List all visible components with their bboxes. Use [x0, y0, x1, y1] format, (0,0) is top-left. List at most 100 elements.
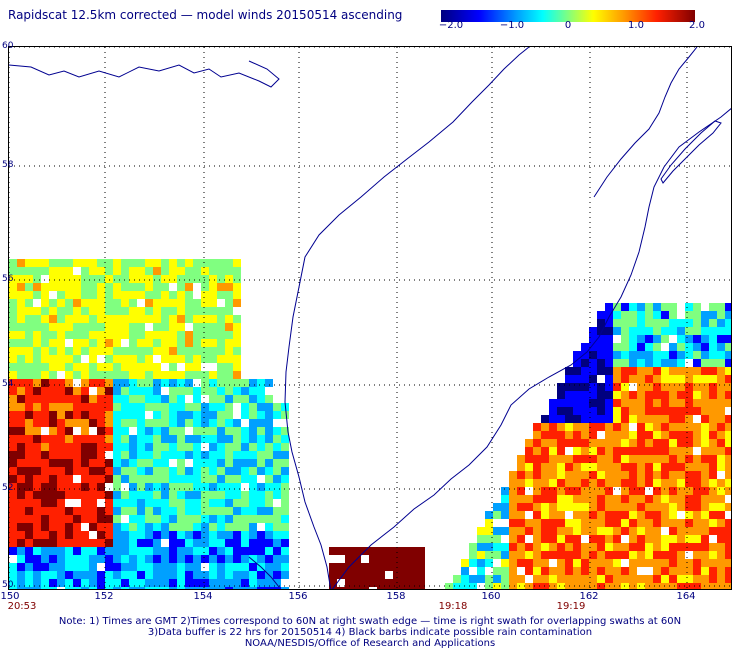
- wind-cell: [209, 267, 217, 275]
- wind-cell: [89, 571, 97, 579]
- wind-cell: [605, 383, 613, 391]
- wind-cell: [717, 375, 725, 383]
- wind-cell: [709, 367, 717, 375]
- wind-cell: [209, 515, 217, 523]
- wind-cell: [677, 559, 685, 567]
- wind-cell: [41, 523, 49, 531]
- wind-cell: [249, 507, 257, 515]
- wind-cell: [65, 355, 73, 363]
- wind-cell: [597, 399, 605, 407]
- wind-cell: [717, 575, 725, 583]
- wind-cell: [193, 467, 201, 475]
- wind-cell: [209, 283, 217, 291]
- wind-cell: [137, 427, 145, 435]
- wind-cell: [241, 379, 249, 387]
- wind-cell: [685, 559, 693, 567]
- wind-cell: [337, 547, 345, 555]
- wind-cell: [661, 559, 669, 567]
- wind-cell: [469, 575, 477, 583]
- wind-cell: [693, 399, 701, 407]
- wind-cell: [661, 399, 669, 407]
- wind-cell: [153, 363, 161, 371]
- wind-cell: [581, 543, 589, 551]
- wind-cell: [501, 527, 509, 535]
- wind-cell: [33, 387, 41, 395]
- wind-cell: [581, 471, 589, 479]
- wind-cell: [629, 367, 637, 375]
- wind-cell: [501, 543, 509, 551]
- wind-cell: [637, 407, 645, 415]
- wind-cell: [57, 531, 65, 539]
- wind-cell: [9, 475, 17, 483]
- wind-cell: [137, 435, 145, 443]
- wind-cell: [693, 575, 701, 583]
- wind-cell: [57, 387, 65, 395]
- wind-cell: [161, 523, 169, 531]
- wind-cell: [225, 331, 233, 339]
- wind-cell: [573, 527, 581, 535]
- wind-cell: [209, 355, 217, 363]
- wind-cell: [217, 483, 225, 491]
- wind-cell: [589, 415, 597, 423]
- wind-cell: [613, 423, 621, 431]
- wind-cell: [97, 291, 105, 299]
- wind-cell: [573, 503, 581, 511]
- wind-cell: [81, 323, 89, 331]
- wind-cell: [121, 531, 129, 539]
- wind-cell: [401, 571, 409, 579]
- wind-cell: [137, 331, 145, 339]
- wind-cell: [217, 579, 225, 587]
- wind-cell: [517, 455, 525, 463]
- wind-cell: [233, 531, 241, 539]
- wind-cell: [233, 259, 241, 267]
- wind-cell: [265, 555, 273, 563]
- wind-cell: [33, 547, 41, 555]
- wind-cell: [193, 491, 201, 499]
- wind-cell: [541, 463, 549, 471]
- wind-cell: [161, 331, 169, 339]
- wind-cell: [17, 403, 25, 411]
- wind-cell: [145, 563, 153, 571]
- wind-cell: [41, 467, 49, 475]
- wind-cell: [581, 503, 589, 511]
- wind-cell: [105, 283, 113, 291]
- wind-cell: [573, 351, 581, 359]
- wind-cell: [89, 291, 97, 299]
- wind-cell: [49, 515, 57, 523]
- wind-cell: [661, 455, 669, 463]
- wind-cell: [17, 339, 25, 347]
- wind-cell: [81, 467, 89, 475]
- wind-cell: [121, 475, 129, 483]
- wind-cell: [65, 347, 73, 355]
- wind-cell: [725, 463, 731, 471]
- wind-cell: [637, 303, 645, 311]
- wind-cell: [209, 315, 217, 323]
- wind-cell: [589, 431, 597, 439]
- wind-cell: [693, 479, 701, 487]
- wind-cell: [725, 455, 731, 463]
- wind-cell: [549, 463, 557, 471]
- wind-cell: [669, 327, 677, 335]
- wind-cell: [685, 367, 693, 375]
- wind-cell: [17, 387, 25, 395]
- wind-cell: [541, 559, 549, 567]
- wind-cell: [193, 443, 201, 451]
- wind-cell: [281, 531, 289, 539]
- wind-cell: [193, 323, 201, 331]
- wind-cell: [565, 519, 573, 527]
- wind-cell: [65, 395, 73, 403]
- wind-cell: [153, 491, 161, 499]
- wind-cell: [169, 451, 177, 459]
- wind-cell: [25, 395, 33, 403]
- wind-cell: [717, 343, 725, 351]
- wind-cell: [549, 575, 557, 583]
- wind-cell: [57, 539, 65, 547]
- wind-cell: [637, 471, 645, 479]
- wind-cell: [525, 551, 533, 559]
- wind-cell: [589, 495, 597, 503]
- wind-cell: [49, 563, 57, 571]
- wind-cell: [129, 539, 137, 547]
- wind-cell: [217, 539, 225, 547]
- wind-cell: [153, 315, 161, 323]
- wind-cell: [453, 583, 461, 589]
